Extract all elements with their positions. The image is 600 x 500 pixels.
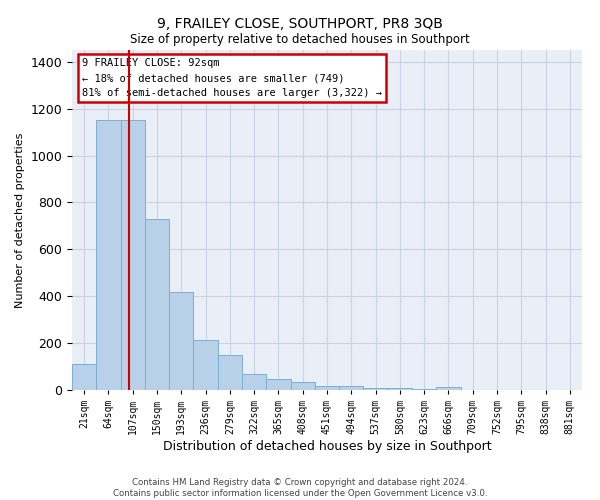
Bar <box>72 364 96 390</box>
Bar <box>436 386 461 390</box>
Bar <box>218 356 242 390</box>
X-axis label: Distribution of detached houses by size in Southport: Distribution of detached houses by size … <box>163 440 491 453</box>
Bar <box>388 388 412 390</box>
Bar <box>412 389 436 390</box>
Text: Size of property relative to detached houses in Southport: Size of property relative to detached ho… <box>130 32 470 46</box>
Bar <box>121 120 145 390</box>
Bar <box>96 120 121 390</box>
Y-axis label: Number of detached properties: Number of detached properties <box>15 132 25 308</box>
Text: 9, FRAILEY CLOSE, SOUTHPORT, PR8 3QB: 9, FRAILEY CLOSE, SOUTHPORT, PR8 3QB <box>157 18 443 32</box>
Text: Contains HM Land Registry data © Crown copyright and database right 2024.
Contai: Contains HM Land Registry data © Crown c… <box>113 478 487 498</box>
Bar <box>242 374 266 390</box>
Bar <box>339 386 364 390</box>
Text: 9 FRAILEY CLOSE: 92sqm
← 18% of detached houses are smaller (749)
81% of semi-de: 9 FRAILEY CLOSE: 92sqm ← 18% of detached… <box>82 58 382 98</box>
Bar <box>290 382 315 390</box>
Bar <box>193 340 218 390</box>
Bar <box>266 378 290 390</box>
Bar <box>145 219 169 390</box>
Bar <box>169 292 193 390</box>
Bar <box>315 386 339 390</box>
Bar <box>364 388 388 390</box>
